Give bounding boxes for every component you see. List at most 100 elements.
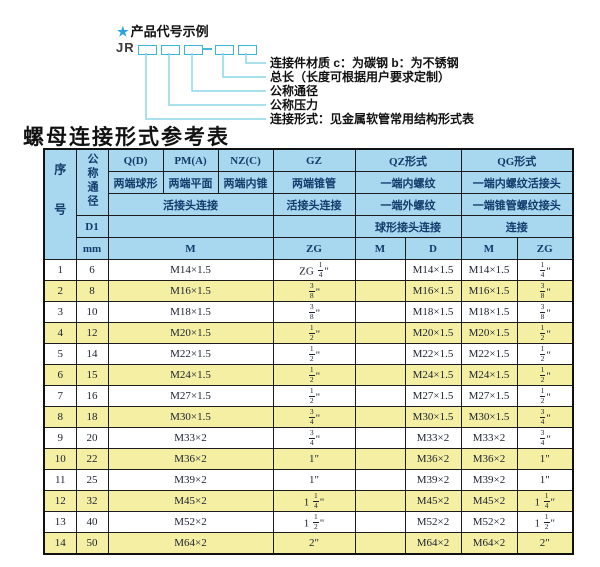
cell-qz-d-value: M30×1.5 — [404, 406, 462, 428]
header-col-gz: GZ — [272, 148, 356, 172]
cell-seq: 4 — [43, 322, 77, 344]
cell-seq: 7 — [43, 385, 77, 407]
table-row: 4 12 M20×1.5 1 2 " M20×1.5 M20×1.5 1 2 " — [43, 322, 574, 344]
label-pressure: 公称压力 — [270, 98, 319, 112]
cell-qz-d-value: M24×1.5 — [404, 364, 462, 386]
cell-qg-zg-value: 3 4 " — [516, 406, 574, 428]
label-material: 连接件材质 c：为碳钢 b：为不锈钢 — [270, 56, 459, 70]
cell-seq: 6 — [43, 364, 77, 386]
cell-dn-mm: 50 — [75, 532, 109, 555]
cell-qg-zg-value: 1 2 " — [516, 385, 574, 407]
header-qz-m: M — [354, 237, 406, 260]
cell-qz-m-value — [354, 385, 406, 407]
header-nominal-diameter: 公称通径 — [75, 148, 109, 216]
cell-m-value: M22×1.5 — [107, 343, 274, 365]
header-union-qpmnz: 活接头连接 — [107, 193, 274, 216]
cell-qz-m-value — [354, 259, 406, 281]
cell-qz-d-value: M39×2 — [404, 469, 462, 491]
header-qg-m: M — [460, 237, 518, 260]
cell-dn-mm: 40 — [75, 511, 109, 533]
cell-qg-zg-value: 1 2 " — [516, 364, 574, 386]
cell-qg-zg-value: 1 2 " — [516, 343, 574, 365]
cell-seq: 8 — [43, 406, 77, 428]
cell-qg-zg-value: 1 1 4 " — [516, 490, 574, 512]
cell-qg-m-value: M14×1.5 — [460, 259, 518, 281]
header-union-gz: 活接头连接 — [272, 193, 356, 216]
cell-qg-m-value: M30×1.5 — [460, 406, 518, 428]
label-connection: 连接形式：见金属软管常用结构形式表 — [270, 112, 475, 126]
cell-gz-value: 1 1 2 " — [272, 511, 356, 533]
cell-qz-m-value — [354, 280, 406, 302]
label-length: 总长（长度可根据用户要求定制） — [270, 70, 451, 84]
cell-seq: 3 — [43, 301, 77, 323]
header-seq: 序号 — [43, 148, 77, 260]
code-box-4 — [215, 45, 234, 55]
cell-qz-m-value — [354, 490, 406, 512]
cell-dn-mm: 15 — [75, 364, 109, 386]
cell-qz-d-value: M64×2 — [404, 532, 462, 555]
cell-qz-d-value: M27×1.5 — [404, 385, 462, 407]
cell-qz-d-value: M22×1.5 — [404, 343, 462, 365]
cell-seq: 12 — [43, 490, 77, 512]
table-body: 1 6 M14×1.5 ZG 1 4 " M14×1.5 M14×1.5 1 4 " 2 8 M16×1.… — [43, 259, 574, 555]
cell-dn-mm: 18 — [75, 406, 109, 428]
cell-m-value: M27×1.5 — [107, 385, 274, 407]
cell-qz-m-value — [354, 406, 406, 428]
cell-m-value: M14×1.5 — [107, 259, 274, 281]
header-ext-thread-qz: 一端外螺纹 — [354, 193, 462, 216]
cell-qg-zg-value: 1" — [516, 448, 574, 470]
cell-m-value: M64×2 — [107, 532, 274, 555]
table-row: 14 50 M64×2 2" M64×2 M64×2 2" — [43, 532, 574, 555]
header-col-nz: NZ(C) — [217, 148, 274, 172]
connector-lines — [145, 53, 266, 120]
cell-dn-mm: 22 — [75, 448, 109, 470]
cell-dn-mm: 16 — [75, 385, 109, 407]
table-header: 序号 公称通径 Q(D) PM(A) NZ(C) GZ QZ形式 QG形式 两端… — [43, 148, 574, 260]
code-box-5 — [238, 45, 257, 55]
label-diameter: 公称通径 — [270, 84, 319, 98]
cell-qg-zg-value: 3 8 " — [516, 280, 574, 302]
cell-seq: 10 — [43, 448, 77, 470]
cell-qg-m-value: M18×1.5 — [460, 301, 518, 323]
cell-seq: 13 — [43, 511, 77, 533]
cell-gz-value: 1 2 " — [272, 364, 356, 386]
cell-qz-m-value — [354, 511, 406, 533]
header-sub-qz: 一端内螺纹 — [354, 171, 462, 194]
cell-m-value: M18×1.5 — [107, 301, 274, 323]
cell-dn-mm: 32 — [75, 490, 109, 512]
table-row: 13 40 M52×2 1 1 2 " M52×2 M52×2 1 1 2 " — [43, 511, 574, 533]
cell-qz-d-value: M52×2 — [404, 511, 462, 533]
cell-qz-d-value: M14×1.5 — [404, 259, 462, 281]
header-sub-q: 两端球形 — [107, 171, 164, 194]
star-icon: ★ — [117, 24, 129, 39]
table-row: 2 8 M16×1.5 3 8 " M16×1.5 M16×1.5 3 8 " — [43, 280, 574, 302]
cell-m-value: M16×1.5 — [107, 280, 274, 302]
cell-dn-mm: 14 — [75, 343, 109, 365]
table-row: 6 15 M24×1.5 1 2 " M24×1.5 M24×1.5 1 2 " — [43, 364, 574, 386]
code-box-3 — [184, 45, 203, 55]
cell-gz-value: 3 4 " — [272, 427, 356, 449]
cell-m-value: M36×2 — [107, 448, 274, 470]
cell-qz-m-value — [354, 322, 406, 344]
cell-gz-value: 3 8 " — [272, 280, 356, 302]
diagram-title-text: 产品代号示例 — [130, 24, 209, 39]
cell-qz-m-value — [354, 469, 406, 491]
reference-table: 序号 公称通径 Q(D) PM(A) NZ(C) GZ QZ形式 QG形式 两端… — [43, 148, 574, 555]
cell-qg-zg-value: 3 4 " — [516, 427, 574, 449]
cell-qg-m-value: M16×1.5 — [460, 280, 518, 302]
header-col-qg: QG形式 — [460, 148, 574, 172]
product-code-prefix: JR — [116, 40, 135, 55]
cell-qg-m-value: M22×1.5 — [460, 343, 518, 365]
cell-seq: 11 — [43, 469, 77, 491]
cell-dn-mm: 6 — [75, 259, 109, 281]
table-row: 10 22 M36×2 1" M36×2 M36×2 1" — [43, 448, 574, 470]
header-ball-joint-qz: 球形接头连接 — [354, 215, 462, 238]
header-connect-qg: 连接 — [460, 215, 574, 238]
